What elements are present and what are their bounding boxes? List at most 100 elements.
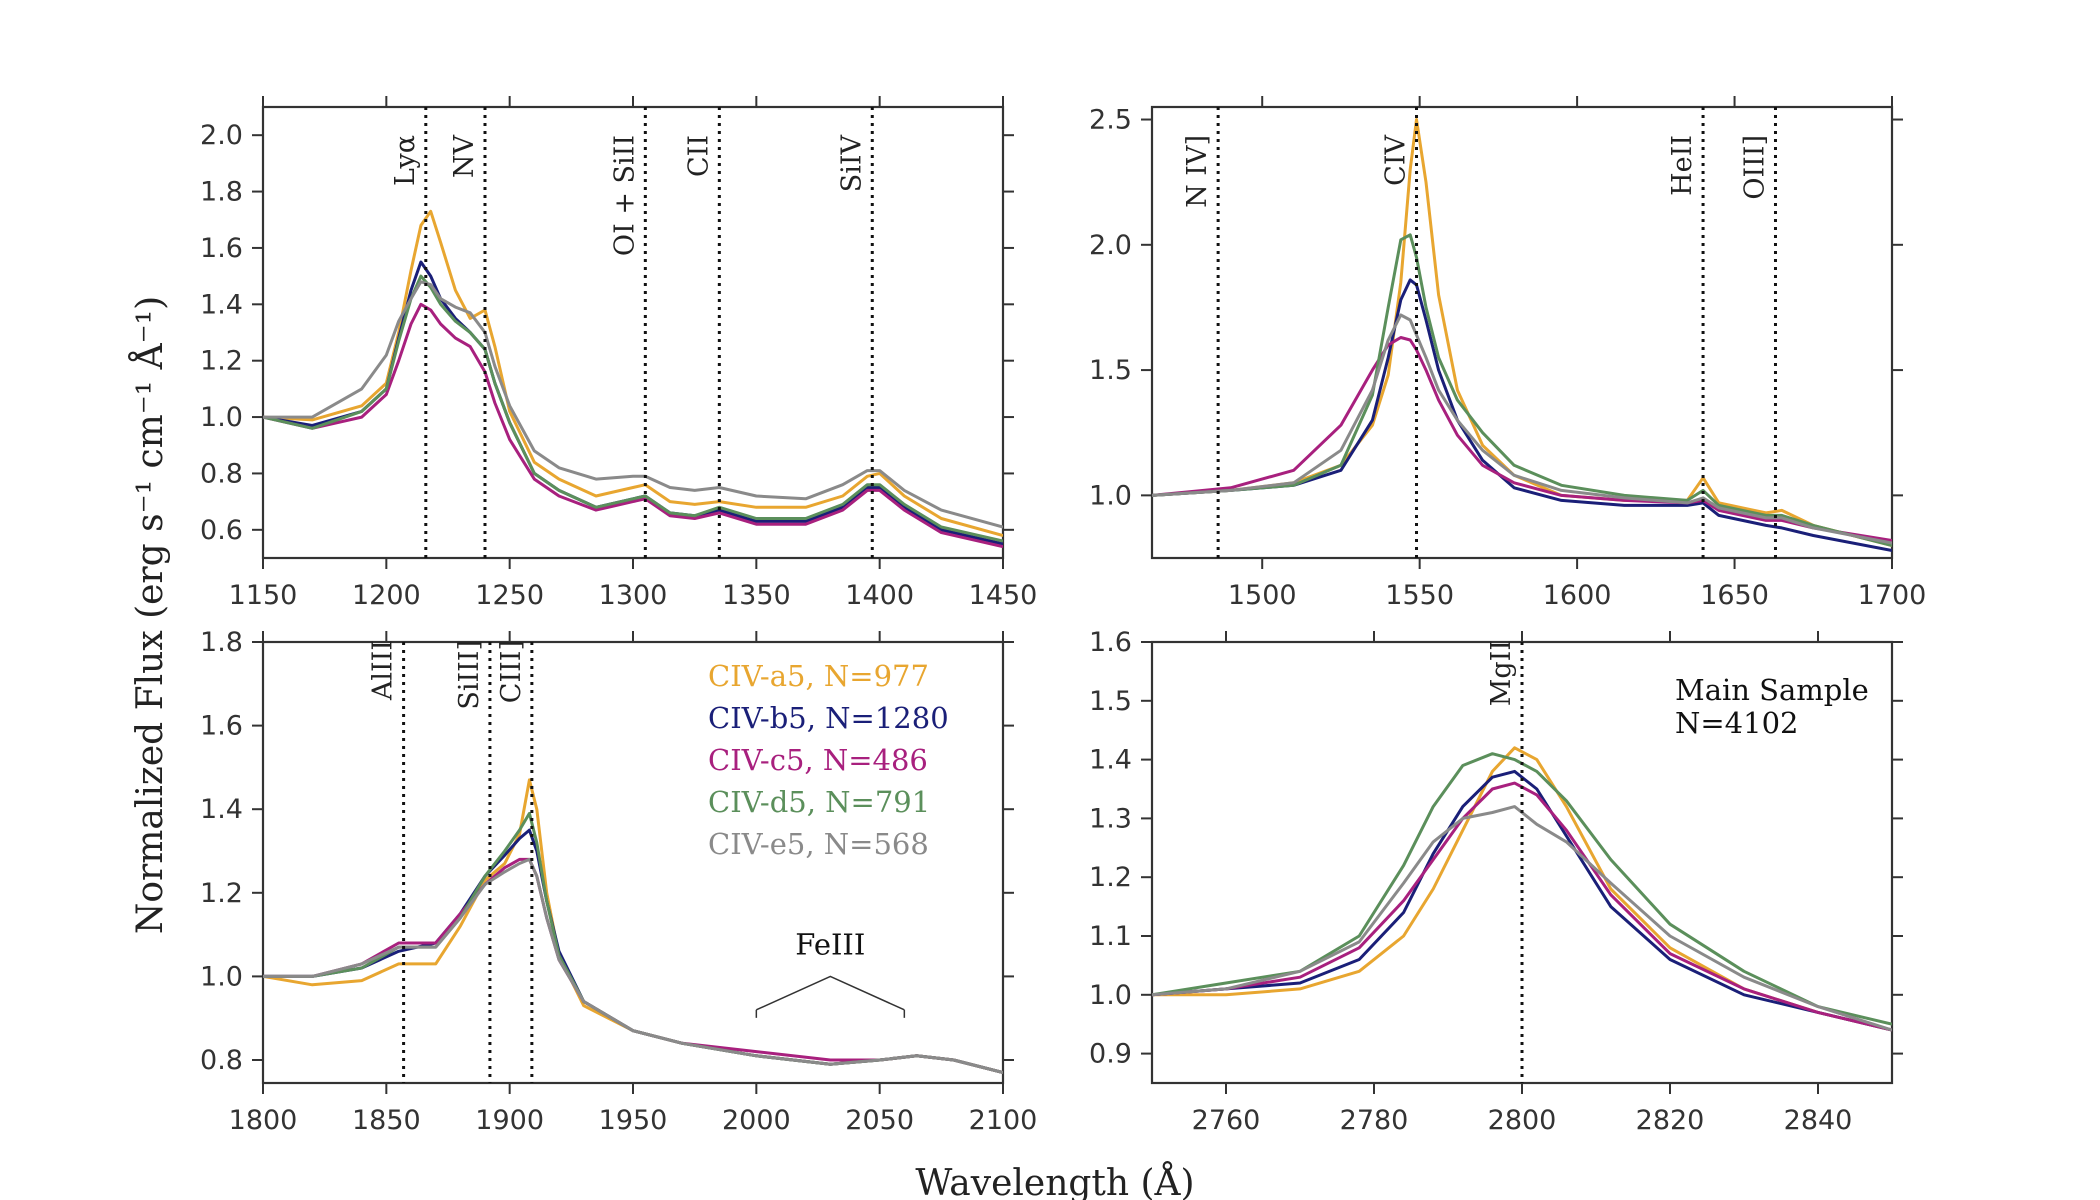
y-tick-label: 1.6 <box>200 711 243 742</box>
x-tick-label: 1900 <box>475 1105 544 1136</box>
x-tick-label: 1600 <box>1543 580 1612 611</box>
series-group <box>1152 746 1892 1032</box>
series-group <box>263 778 1003 1074</box>
emission-line-label: NV <box>449 135 480 179</box>
y-tick-label: 1.5 <box>1089 686 1132 717</box>
legend-entry-b5: CIV-b5, N=1280 <box>708 701 949 735</box>
y-tick-label: 1.4 <box>200 289 243 320</box>
legend-entry-a5: CIV-a5, N=977 <box>708 659 929 693</box>
y-tick-label: 0.9 <box>1089 1039 1132 1070</box>
panel-1465-1700: 1500 1550 1600 1650 1700 1.0 1.5 2.0 2.5 N IV] CIV… <box>1089 96 1926 611</box>
series-line-d5 <box>1152 752 1892 1026</box>
emission-line-label: SiIII] <box>454 640 485 710</box>
x-tick-label: 1350 <box>722 580 791 611</box>
series-line-b5 <box>1152 769 1892 1032</box>
x-tick-label: 1650 <box>1700 580 1769 611</box>
y-tick-label: 1.6 <box>1089 627 1132 658</box>
sample-count: N=4102 <box>1675 706 1798 740</box>
legend: CIV-a5, N=977 CIV-b5, N=1280 CIV-c5, N=486… <box>708 659 949 861</box>
panel-1800-2100: 1800 1850 1900 1950 2000 2050 2100 0.8 1.0 1.2 1.4… <box>200 627 1037 1136</box>
x-tick-label: 2760 <box>1192 1105 1261 1136</box>
emission-line-label: Lyα <box>390 135 421 186</box>
series-line-a5 <box>1152 746 1892 1032</box>
y-tick-label: 1.8 <box>200 627 243 658</box>
x-tick-label: 1850 <box>352 1105 421 1136</box>
axes-frame <box>1150 105 1894 560</box>
x-axis-title: Wavelength (Å) <box>915 1162 1194 1200</box>
y-tick-label: 1.6 <box>200 233 243 264</box>
panel-1150-1450: 1150 1200 1250 1300 1350 1400 1450 0.6 0.8 1.0 1.2… <box>200 96 1037 611</box>
y-tick-label: 1.4 <box>200 794 243 825</box>
x-tick-label: 1450 <box>969 580 1038 611</box>
series-line-e5 <box>1152 313 1892 545</box>
series-line-c5 <box>263 302 1003 549</box>
y-tick-label: 1.0 <box>1089 480 1132 511</box>
x-tick-label: 1800 <box>229 1105 298 1136</box>
emission-line-label: OIII] <box>1739 135 1770 200</box>
series-group <box>263 209 1003 549</box>
y-tick-label: 0.6 <box>200 515 243 546</box>
x-tick-label: 2820 <box>1636 1105 1705 1136</box>
y-tick-label: 1.1 <box>1089 921 1132 952</box>
x-tick-label: 2000 <box>722 1105 791 1136</box>
series-line-a5 <box>263 209 1003 537</box>
y-tick-label: 1.3 <box>1089 803 1132 834</box>
x-tick-label: 1200 <box>352 580 421 611</box>
feiii-bracket <box>756 975 905 1011</box>
y-tick-label: 1.2 <box>1089 862 1132 893</box>
emission-line-label: N IV] <box>1182 135 1213 208</box>
x-tick-label: 1550 <box>1385 580 1454 611</box>
series-line-a5 <box>263 778 1003 1074</box>
series-line-d5 <box>263 274 1003 543</box>
y-tick-label: 0.8 <box>200 1045 243 1076</box>
y-tick-label: 1.2 <box>200 878 243 909</box>
legend-entry-c5: CIV-c5, N=486 <box>708 743 928 777</box>
y-tick-label: 0.8 <box>200 458 243 489</box>
legend-entry-d5: CIV-d5, N=791 <box>708 785 930 819</box>
x-tick-label: 2800 <box>1488 1105 1557 1136</box>
series-line-e5 <box>263 280 1003 529</box>
emission-line-label: CII <box>683 135 714 177</box>
emission-line-label: CIV <box>1381 135 1412 186</box>
emission-line-label: HeII <box>1667 135 1698 196</box>
x-tick-label: 1950 <box>599 1105 668 1136</box>
emission-line-label: MgII <box>1486 640 1517 706</box>
y-tick-label: 1.2 <box>200 346 243 377</box>
panels: 1150 1200 1250 1300 1350 1400 1450 0.6 0.8 1.0 1.2… <box>200 96 1926 1136</box>
x-tick-label: 2100 <box>969 1105 1038 1136</box>
y-tick-label: 1.5 <box>1089 355 1132 386</box>
x-tick-label: 1500 <box>1228 580 1297 611</box>
x-tick-label: 1400 <box>845 580 914 611</box>
x-tick-label: 2050 <box>845 1105 914 1136</box>
emission-line-label: SiIV <box>836 134 867 192</box>
x-tick-label: 1250 <box>475 580 544 611</box>
y-tick-label: 2.5 <box>1089 105 1132 136</box>
series-line-c5 <box>263 857 1003 1074</box>
panel-2750-2850: 2760 2780 2800 2820 2840 0.9 1.0 1.1 1.2 1.3 1.4 1.… <box>1089 627 1903 1136</box>
x-tick-label: 1150 <box>229 580 298 611</box>
x-tick-label: 2840 <box>1784 1105 1853 1136</box>
series-line-b5 <box>263 828 1003 1074</box>
series-line-e5 <box>263 857 1003 1074</box>
series-line-c5 <box>1152 781 1892 1032</box>
legend-entry-e5: CIV-e5, N=568 <box>708 827 929 861</box>
y-tick-label: 1.4 <box>1089 745 1132 776</box>
x-tick-label: 2780 <box>1340 1105 1409 1136</box>
feiii-label: FeIII <box>795 927 865 961</box>
series-group <box>1152 118 1892 552</box>
emission-line-label: CIII] <box>496 640 527 703</box>
emission-line-label: AlIII <box>368 640 399 701</box>
series-line-a5 <box>1152 118 1892 547</box>
x-tick-label: 1300 <box>599 580 668 611</box>
y-tick-label: 2.0 <box>200 120 243 151</box>
y-tick-label: 2.0 <box>1089 230 1132 261</box>
y-tick-label: 1.8 <box>200 177 243 208</box>
y-tick-label: 1.0 <box>1089 980 1132 1011</box>
y-tick-label: 1.0 <box>200 961 243 992</box>
y-axis-title: Normalized Flux (erg s⁻¹ cm⁻¹ Å⁻¹) <box>129 296 171 934</box>
x-tick-label: 1700 <box>1858 580 1927 611</box>
series-line-d5 <box>1152 233 1892 547</box>
series-line-e5 <box>1152 805 1892 1032</box>
series-line-c5 <box>1152 336 1892 542</box>
